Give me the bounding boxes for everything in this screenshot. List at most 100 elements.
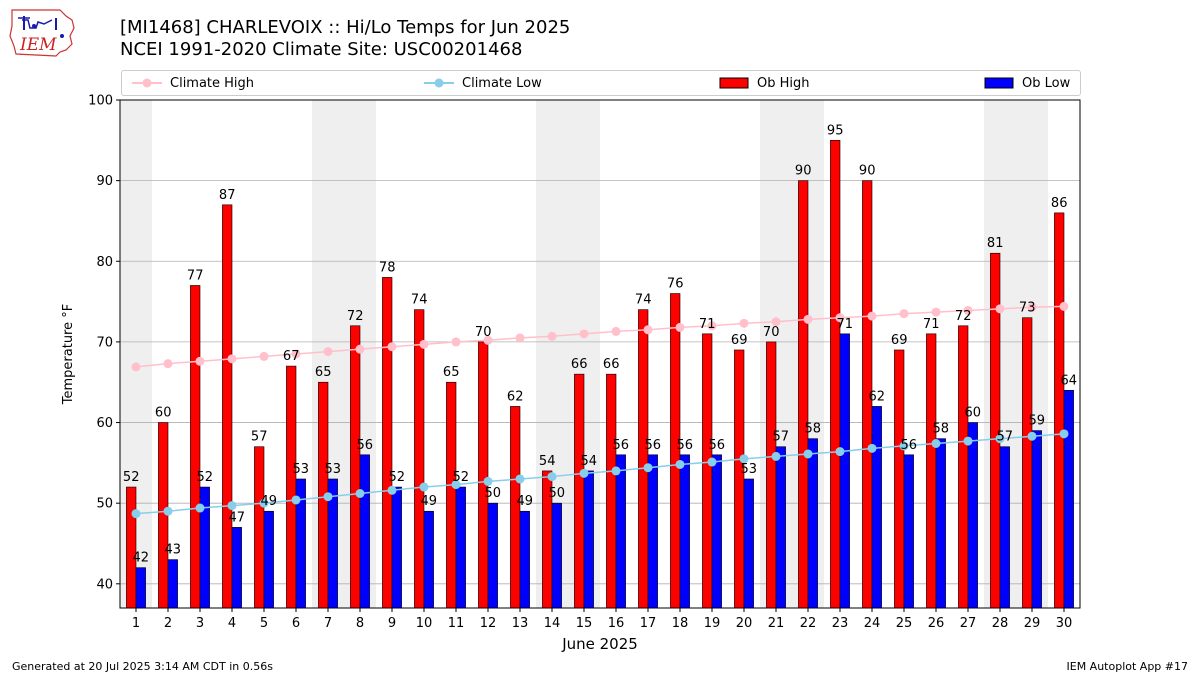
climate-high-point: [1059, 301, 1069, 311]
ob-high-value-label: 76: [667, 277, 684, 292]
ob-high-bar: [606, 373, 617, 609]
climate-low-point: [707, 457, 717, 467]
ob-high-bar: [1054, 212, 1065, 609]
ob-high-bar: [766, 341, 777, 609]
climate-low-point: [227, 501, 237, 511]
y-tick-label: 100: [88, 94, 113, 109]
x-tick-label: 15: [576, 616, 593, 631]
x-tick-label: 13: [512, 616, 529, 631]
ob-low-value-label: 56: [901, 438, 918, 453]
climate-low-point: [867, 443, 877, 453]
climate-low-point: [1027, 431, 1037, 441]
climate-high-point: [131, 362, 141, 372]
climate-low-point: [323, 492, 333, 502]
climate-high-line: [135, 305, 1065, 368]
climate-low-point: [899, 441, 909, 451]
ob-high-value-label: 70: [475, 325, 492, 340]
ob-low-value-label: 57: [773, 430, 790, 445]
x-tick-label: 1: [132, 616, 140, 631]
ob-low-value-label: 50: [549, 486, 566, 501]
plot-frame: [119, 99, 1081, 609]
ob-high-bar: [638, 309, 649, 609]
ob-high-bar: [126, 486, 137, 609]
ob-low-value-label: 64: [1061, 373, 1078, 388]
y-tick-label: 80: [96, 255, 113, 270]
ob-low-bar: [551, 502, 562, 609]
title-line-2: NCEI 1991-2020 Climate Site: USC00201468: [120, 39, 523, 60]
climate-high-point: [451, 337, 461, 347]
climate-low-point: [387, 485, 397, 495]
climate-high-point: [355, 344, 365, 354]
climate-high-point: [483, 335, 493, 345]
ob-low-bar: [263, 510, 274, 609]
ob-high-bar: [798, 180, 809, 609]
climate-high-point: [1027, 302, 1037, 312]
x-tick-label: 21: [768, 616, 785, 631]
ob-high-value-label: 90: [795, 164, 812, 179]
legend-label: Ob High: [757, 75, 810, 91]
x-tick-label: 22: [800, 616, 817, 631]
ob-high-value-label: 62: [507, 389, 524, 404]
ob-low-bar: [871, 406, 882, 609]
climate-high-point: [771, 317, 781, 327]
y-tick-label: 50: [96, 497, 113, 512]
x-tick-label: 25: [896, 616, 913, 631]
ob-low-bar: [999, 446, 1010, 609]
ob-high-bar: [734, 349, 745, 609]
ob-high-bar: [222, 204, 233, 609]
ob-high-value-label: 74: [635, 293, 652, 308]
ob-high-bar: [446, 381, 457, 609]
legend-patch-icon: [719, 77, 749, 89]
climate-high-point: [899, 309, 909, 319]
ob-high-value-label: 70: [763, 325, 780, 340]
ob-high-bar: [1022, 317, 1033, 609]
ob-low-bar: [1031, 430, 1042, 609]
ob-low-bar: [647, 454, 658, 609]
climate-high-point: [419, 339, 429, 349]
ob-high-value-label: 65: [443, 365, 460, 380]
climate-high-point: [387, 342, 397, 352]
ob-high-bar: [574, 373, 585, 609]
climate-low-point: [995, 434, 1005, 444]
ob-low-bar: [519, 510, 530, 609]
climate-high-point: [259, 351, 269, 361]
ob-low-bar: [711, 454, 722, 609]
ob-high-value-label: 65: [315, 365, 332, 380]
climate-low-point: [515, 474, 525, 484]
ob-low-bar: [679, 454, 690, 609]
x-tick-label: 5: [260, 616, 268, 631]
ob-high-value-label: 71: [923, 317, 940, 332]
x-tick-label: 20: [736, 616, 753, 631]
ob-low-bar: [1063, 389, 1074, 609]
ob-low-value-label: 56: [613, 438, 630, 453]
legend-line-marker-icon: [132, 78, 162, 88]
ob-high-value-label: 60: [155, 406, 172, 421]
ob-low-value-label: 58: [805, 422, 822, 437]
climate-high-point: [835, 313, 845, 323]
ob-low-value-label: 47: [229, 510, 246, 525]
climate-high-point: [867, 311, 877, 321]
ob-low-value-label: 49: [421, 494, 438, 509]
ob-low-value-label: 56: [645, 438, 662, 453]
ob-low-value-label: 71: [837, 317, 854, 332]
ob-low-value-label: 42: [133, 551, 150, 566]
ob-low-value-label: 43: [165, 543, 182, 558]
x-tick-label: 30: [1056, 616, 1073, 631]
climate-low-point: [675, 459, 685, 469]
climate-high-point: [291, 349, 301, 359]
ob-high-value-label: 95: [827, 123, 844, 138]
x-tick-label: 10: [416, 616, 433, 631]
ob-high-value-label: 73: [1019, 301, 1036, 316]
ob-high-value-label: 71: [699, 317, 716, 332]
climate-high-point: [163, 359, 173, 369]
climate-high-point: [547, 331, 557, 341]
x-axis-label: June 2025: [561, 635, 638, 653]
ob-low-bar: [807, 438, 818, 609]
ob-high-value-label: 90: [859, 164, 876, 179]
climate-low-point: [643, 463, 653, 473]
title-line-1: [MI1468] CHARLEVOIX :: Hi/Lo Temps for J…: [120, 17, 571, 38]
ob-high-value-label: 69: [891, 333, 908, 348]
ob-high-value-label: 69: [731, 333, 748, 348]
y-axis-label: Temperature °F: [61, 304, 76, 405]
